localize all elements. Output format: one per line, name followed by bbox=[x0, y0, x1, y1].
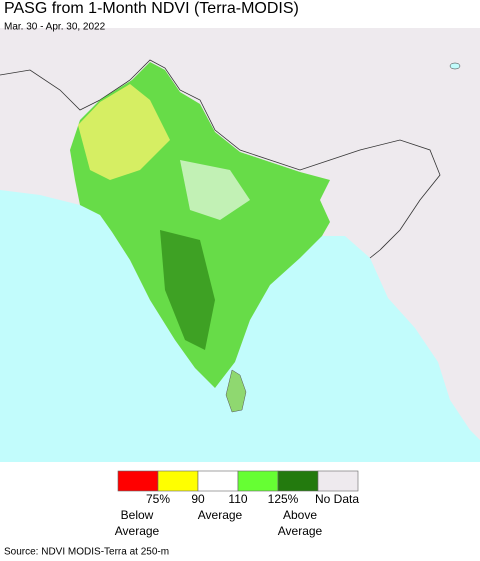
dry-region bbox=[78, 84, 170, 180]
legend-swatch bbox=[157, 470, 199, 492]
ocean bbox=[0, 190, 480, 462]
dense-vegetation bbox=[160, 230, 215, 350]
sri-lanka bbox=[225, 369, 247, 413]
source: Source: NDVI MODIS-Terra at 250-m bbox=[4, 547, 169, 558]
borders bbox=[0, 59, 441, 259]
legend-group-line: Below bbox=[121, 508, 154, 522]
legend-tick-label: 125% bbox=[268, 492, 299, 506]
legend-tick-label: 110 bbox=[228, 492, 247, 506]
legend-group-line: Average bbox=[278, 524, 323, 538]
lake bbox=[449, 62, 461, 70]
legend-group-line: Average bbox=[198, 508, 243, 522]
legend-tick-label: 75% bbox=[146, 492, 170, 506]
legend-swatch bbox=[197, 470, 239, 492]
legend-group-line: Average bbox=[115, 524, 160, 538]
legend-swatch bbox=[317, 470, 359, 492]
legend-group-label: Above Average bbox=[278, 508, 323, 538]
legend-tick-label: No Data bbox=[315, 492, 359, 506]
legend-group-line: Above bbox=[283, 508, 317, 522]
legend-swatch bbox=[117, 470, 159, 492]
title: PASG from 1-Month NDVI (Terra-MODIS) bbox=[4, 0, 299, 17]
legend-tick-label: 90 bbox=[191, 492, 205, 506]
legend-group-label: Below Average bbox=[115, 508, 160, 538]
subtitle: Mar. 30 - Apr. 30, 2022 bbox=[4, 22, 106, 33]
legend-swatch bbox=[237, 470, 279, 492]
average-region bbox=[180, 160, 250, 220]
legend-swatch bbox=[277, 470, 319, 492]
map bbox=[0, 28, 480, 462]
legend-group-label: Average bbox=[198, 508, 243, 522]
